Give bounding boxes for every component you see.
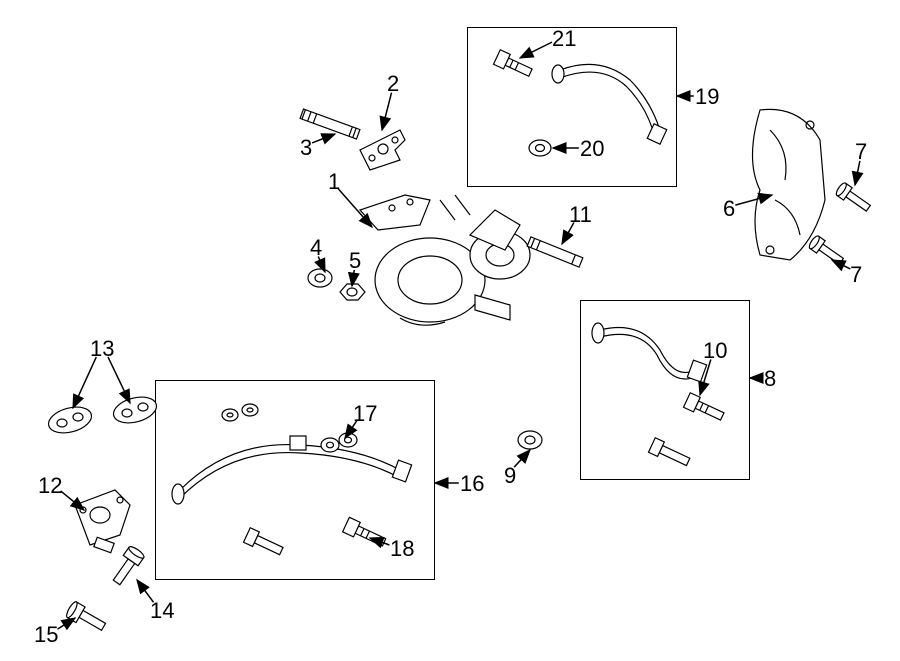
bolt-icon	[835, 181, 873, 214]
callout-20: 20	[580, 136, 604, 162]
callout-6: 6	[723, 196, 735, 222]
washer-icon	[308, 269, 332, 287]
turbocharger-icon	[360, 195, 530, 325]
nut-icon	[340, 284, 365, 300]
bolt-icon	[808, 234, 846, 267]
callout-16: 16	[460, 471, 484, 497]
outlet-gasket-icon	[46, 403, 95, 438]
stud-icon	[527, 237, 583, 267]
callout-19: 19	[695, 84, 719, 110]
callout-14: 14	[150, 598, 174, 624]
callout-13: 13	[90, 336, 114, 362]
adapter-icon	[75, 490, 130, 553]
callout-12: 12	[38, 473, 62, 499]
group-box-8	[580, 300, 750, 480]
diagram-svg	[0, 0, 900, 661]
callout-21: 21	[552, 26, 576, 52]
callout-15: 15	[34, 622, 58, 648]
callout-9: 9	[504, 463, 516, 489]
callout-8: 8	[764, 366, 776, 392]
callout-4: 4	[310, 235, 322, 261]
callout-18: 18	[390, 536, 414, 562]
bolt-icon	[108, 545, 145, 587]
bolt-icon	[65, 600, 108, 635]
callout-17: 17	[353, 401, 377, 427]
gasket-icon	[360, 130, 405, 170]
heat-shield-icon	[753, 109, 826, 260]
outlet-gasket-icon	[111, 393, 160, 428]
callout-7: 7	[855, 139, 867, 165]
callout-3: 3	[300, 135, 312, 161]
callout-11: 11	[569, 202, 592, 228]
callout-5: 5	[349, 248, 361, 274]
callout-1: 1	[328, 169, 340, 195]
callout-7: 7	[850, 262, 862, 288]
parts-diagram: 1234567789101112131415161718192021	[0, 0, 900, 661]
callout-2: 2	[387, 71, 399, 97]
callout-10: 10	[703, 338, 727, 364]
washer-icon	[518, 431, 542, 449]
